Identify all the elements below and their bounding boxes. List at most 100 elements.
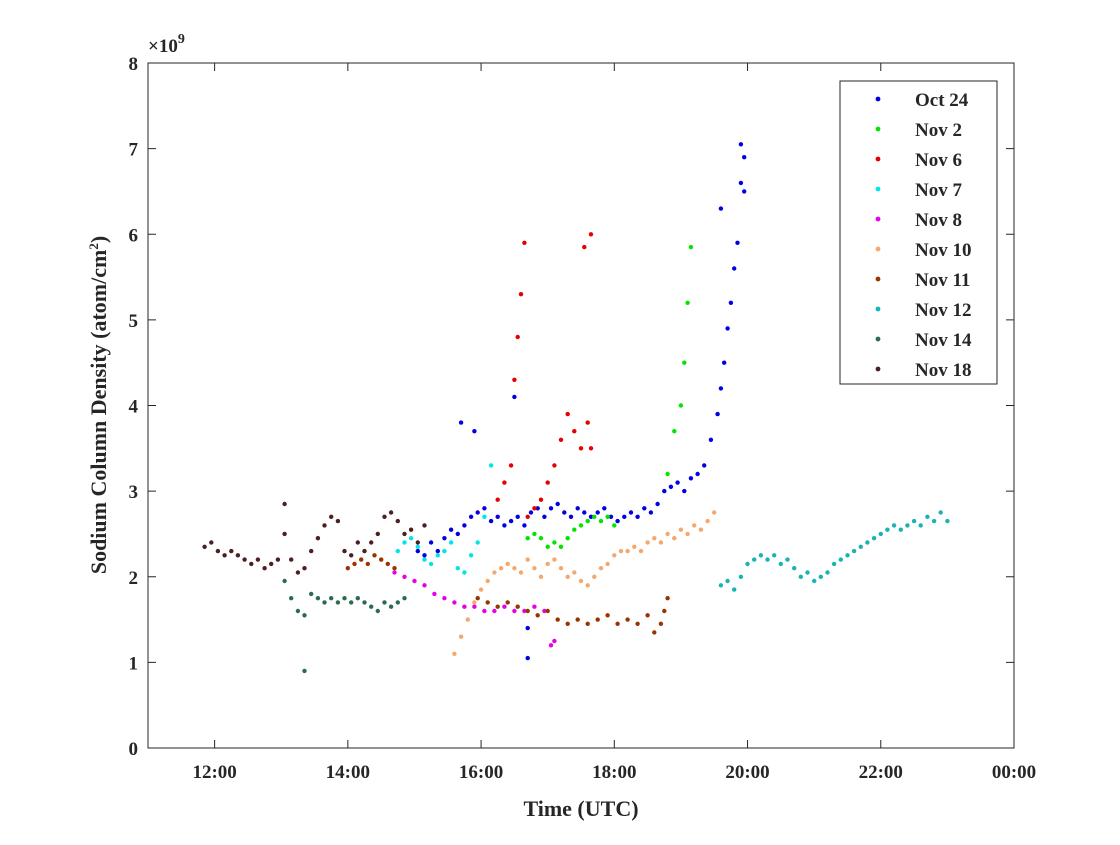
data-point <box>485 600 490 605</box>
data-point <box>905 523 910 528</box>
data-point <box>422 583 427 588</box>
data-point <box>415 544 420 549</box>
data-point <box>558 437 564 442</box>
data-point <box>605 514 610 519</box>
data-point <box>275 557 281 562</box>
data-point <box>575 617 580 622</box>
data-point <box>515 604 520 609</box>
data-point <box>858 544 863 549</box>
data-point <box>665 596 670 601</box>
data-point <box>525 608 530 614</box>
data-point <box>672 536 677 541</box>
data-point <box>369 604 374 609</box>
data-point <box>831 561 837 567</box>
legend-label: Nov 12 <box>915 300 971 321</box>
legend-marker <box>875 306 881 312</box>
data-point <box>435 553 440 558</box>
data-point <box>678 403 684 408</box>
data-point <box>565 621 570 626</box>
data-point <box>335 600 341 605</box>
data-point <box>322 600 327 605</box>
data-point <box>369 540 374 545</box>
data-point <box>518 292 524 297</box>
data-point <box>648 510 654 515</box>
data-point <box>249 561 254 567</box>
data-point <box>535 506 540 511</box>
data-point <box>542 608 547 614</box>
data-point <box>572 570 577 575</box>
legend-marker <box>875 336 881 342</box>
data-point <box>562 510 567 515</box>
legend-marker <box>875 276 881 282</box>
data-point <box>918 523 923 528</box>
legend-label: Nov 18 <box>915 360 971 381</box>
data-point <box>322 523 327 528</box>
data-point <box>388 510 394 515</box>
data-point <box>532 531 537 537</box>
data-point <box>572 429 577 434</box>
data-point <box>215 548 221 554</box>
data-point <box>628 510 634 515</box>
legend-box <box>839 80 998 385</box>
data-point <box>455 531 460 537</box>
data-point <box>652 536 657 541</box>
data-point <box>525 557 530 562</box>
legend-label: Nov 11 <box>915 270 970 291</box>
data-point <box>765 557 770 562</box>
legend-marker <box>875 156 881 162</box>
data-point <box>282 531 287 537</box>
x-axis-title: Time (UTC) <box>523 796 638 821</box>
data-point <box>458 420 464 425</box>
data-point <box>335 518 341 524</box>
legend-label: Nov 2 <box>915 120 962 141</box>
y-tick-label: 6 <box>129 225 139 246</box>
data-point <box>688 476 694 481</box>
data-point <box>688 244 694 250</box>
data-point <box>735 240 740 245</box>
data-point <box>512 608 517 614</box>
data-point <box>548 643 554 648</box>
legend-marker <box>875 186 881 192</box>
data-point <box>289 557 294 562</box>
data-point <box>598 518 604 524</box>
data-point <box>408 536 414 541</box>
data-point <box>382 514 387 519</box>
data-point <box>672 429 677 434</box>
data-point <box>592 574 597 579</box>
data-point <box>615 621 620 626</box>
data-point <box>458 634 464 639</box>
data-point <box>202 544 207 549</box>
data-point <box>475 540 480 545</box>
data-point <box>472 600 477 605</box>
data-point <box>295 570 301 575</box>
data-point <box>938 510 943 515</box>
data-point <box>508 463 514 468</box>
legend-marker <box>875 216 881 222</box>
data-point <box>532 566 537 571</box>
data-point <box>422 523 427 528</box>
data-point <box>538 536 544 541</box>
data-point <box>565 536 570 541</box>
data-point <box>645 540 650 545</box>
data-point <box>255 557 261 562</box>
data-point <box>682 360 687 365</box>
data-point <box>552 540 557 545</box>
data-point <box>495 604 500 609</box>
data-point <box>692 523 697 528</box>
data-point <box>329 514 334 519</box>
legend-label: Nov 8 <box>915 210 962 231</box>
data-point <box>565 574 570 579</box>
data-point <box>845 553 850 558</box>
data-point <box>392 570 397 575</box>
data-point <box>712 510 717 515</box>
series-nov-6 <box>495 232 594 519</box>
data-point <box>718 206 724 211</box>
data-point <box>578 446 584 451</box>
data-point <box>362 548 367 554</box>
data-point <box>742 155 747 160</box>
data-point <box>871 536 877 541</box>
legend-marker <box>875 96 881 102</box>
data-point <box>838 557 843 562</box>
data-point <box>412 578 417 584</box>
data-point <box>655 501 660 507</box>
